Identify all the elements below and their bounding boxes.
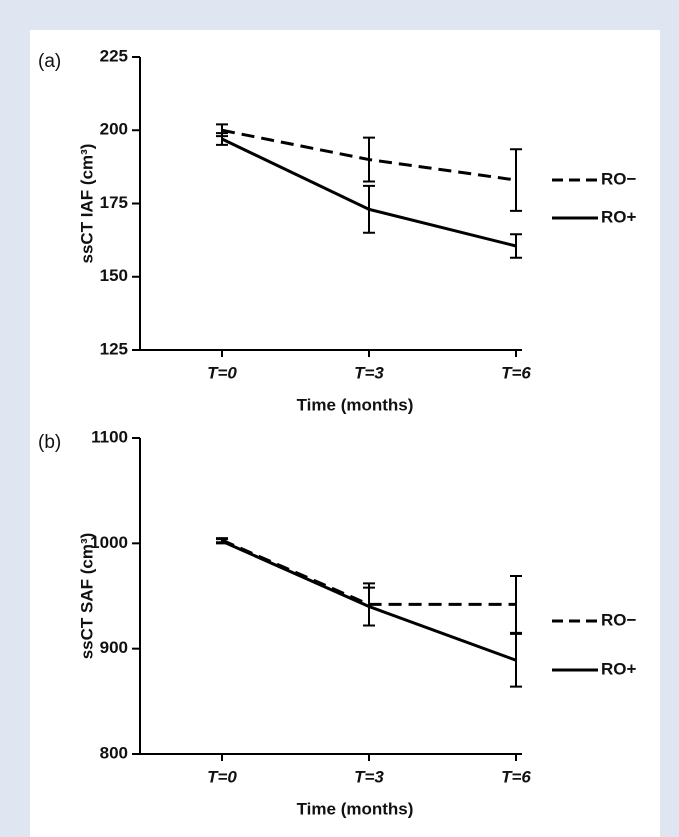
x-tick-label: T=6 bbox=[501, 767, 531, 786]
y-tick-label: 200 bbox=[100, 120, 128, 139]
error-bar bbox=[363, 136, 375, 183]
error-bar bbox=[510, 233, 522, 259]
y-tick-label: 150 bbox=[100, 266, 128, 285]
x-tick-label: T=6 bbox=[501, 363, 531, 382]
error-bar bbox=[510, 632, 522, 688]
x-tick-label: T=3 bbox=[354, 363, 384, 382]
legend-label: RO+ bbox=[601, 207, 637, 226]
panel-label: (a) bbox=[38, 51, 61, 72]
legend-label: RO− bbox=[601, 169, 637, 188]
x-tick-label: T=0 bbox=[207, 363, 237, 382]
error-bar bbox=[363, 184, 375, 234]
y-axis-label: ssCT SAF (cm³) bbox=[77, 533, 96, 660]
y-tick-label: 1100 bbox=[91, 427, 128, 446]
figure-panel bbox=[30, 30, 660, 837]
error-bar bbox=[510, 148, 522, 212]
error-bar bbox=[363, 586, 375, 627]
legend-label: RO− bbox=[601, 610, 637, 629]
x-axis-label: Time (months) bbox=[297, 395, 414, 414]
y-tick-label: 125 bbox=[100, 339, 128, 358]
y-tick-label: 900 bbox=[100, 638, 128, 657]
error-bar bbox=[216, 132, 228, 146]
y-tick-label: 225 bbox=[100, 46, 128, 65]
y-tick-label: 800 bbox=[100, 743, 128, 762]
error-bar bbox=[216, 538, 228, 545]
x-axis-label: Time (months) bbox=[297, 799, 414, 818]
panel-label: (b) bbox=[38, 432, 61, 453]
legend-label: RO+ bbox=[601, 659, 637, 678]
y-tick-label: 1000 bbox=[90, 533, 128, 552]
x-tick-label: T=0 bbox=[207, 767, 237, 786]
y-axis-label: ssCT IAF (cm³) bbox=[77, 144, 96, 264]
x-tick-label: T=3 bbox=[354, 767, 384, 786]
y-tick-label: 175 bbox=[100, 193, 128, 212]
error-bar bbox=[510, 574, 522, 634]
